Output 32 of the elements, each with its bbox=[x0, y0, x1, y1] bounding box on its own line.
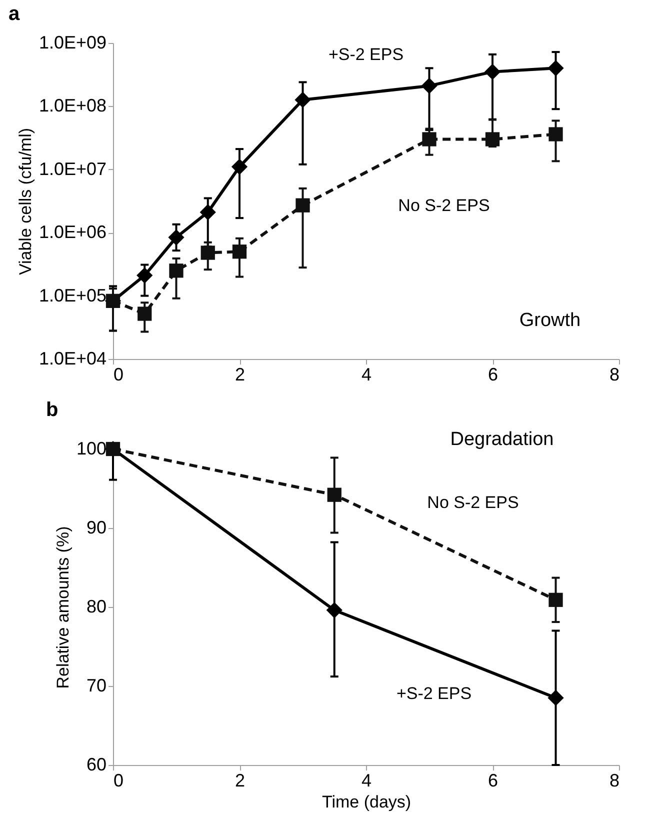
x-tick-label: 2 bbox=[234, 770, 246, 790]
y-tick-label: 70 bbox=[86, 676, 106, 696]
x-tick-label: 4 bbox=[361, 364, 372, 384]
y-tick-label: 80 bbox=[86, 596, 106, 616]
y-axis-title: Relative amounts (%) bbox=[53, 526, 72, 689]
y-tick-label: 1.0E+08 bbox=[38, 96, 106, 116]
series-label: No S-2 EPS bbox=[427, 493, 519, 512]
x-tick-label: 4 bbox=[361, 770, 372, 790]
annotation: Degradation bbox=[450, 429, 554, 450]
x-tick-label: 8 bbox=[609, 364, 620, 384]
x-tick-label: 2 bbox=[234, 364, 246, 384]
x-tick-label: 0 bbox=[114, 364, 124, 384]
x-tick-label: 6 bbox=[488, 770, 498, 790]
x-tick-label: 6 bbox=[488, 364, 498, 384]
y-axis-title: Viable cells (cfu/ml) bbox=[16, 128, 35, 276]
y-tick-label: 60 bbox=[86, 754, 106, 774]
y-tick-label: 1.0E+04 bbox=[38, 348, 106, 368]
text: No S-2 EPS bbox=[398, 196, 490, 215]
annotation: Growth bbox=[519, 310, 581, 331]
x-tick-label: 8 bbox=[609, 770, 620, 790]
series-label: +S-2 EPS bbox=[396, 684, 472, 703]
chart-title: b bbox=[46, 399, 58, 421]
y-tick-label: 1.0E+06 bbox=[38, 222, 106, 242]
chart-title: a bbox=[8, 3, 20, 25]
y-tick-label: 90 bbox=[86, 518, 106, 538]
x-axis-title: Time (days) bbox=[322, 792, 412, 812]
series-label: +S-2 EPS bbox=[328, 45, 404, 64]
y-tick-label: 1.0E+07 bbox=[38, 158, 106, 179]
y-tick-label: 100 bbox=[76, 438, 106, 458]
x-tick-label: 0 bbox=[114, 770, 124, 790]
y-tick-label: 1.0E+05 bbox=[38, 285, 106, 306]
y-tick-label: 1.0E+09 bbox=[38, 32, 106, 52]
